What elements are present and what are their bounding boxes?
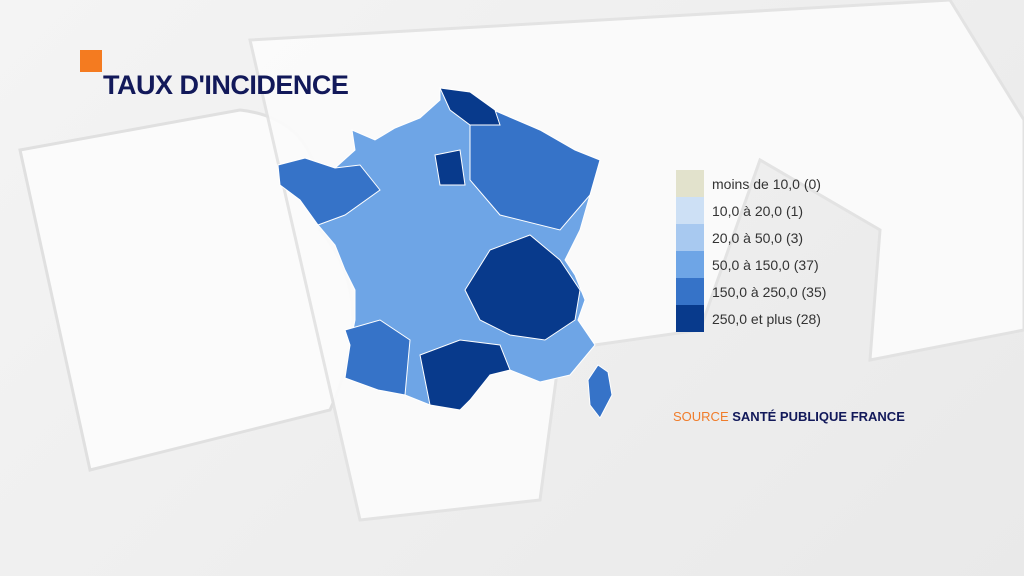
legend-item: 50,0 à 150,0 (37) [676, 251, 826, 278]
legend: moins de 10,0 (0) 10,0 à 20,0 (1) 20,0 à… [676, 170, 826, 332]
source-name: SANTÉ PUBLIQUE FRANCE [732, 409, 905, 424]
legend-label: 10,0 à 20,0 (1) [712, 202, 804, 219]
legend-item: 20,0 à 50,0 (3) [676, 224, 826, 251]
legend-item: 150,0 à 250,0 (35) [676, 278, 826, 305]
map-region-west [277, 157, 381, 226]
map-region-south [419, 339, 511, 411]
source-credit: SOURCE SANTÉ PUBLIQUE FRANCE [673, 409, 905, 424]
legend-swatch [676, 305, 704, 332]
legend-label: 20,0 à 50,0 (3) [712, 229, 804, 246]
map-region-paris [434, 149, 466, 186]
source-prefix: SOURCE [673, 409, 729, 424]
map-region-southwest [344, 319, 411, 396]
legend-label: moins de 10,0 (0) [712, 175, 821, 192]
legend-swatch [676, 278, 704, 305]
map-region-northeast [469, 99, 601, 231]
map-region-corsica [587, 364, 613, 419]
legend-swatch [676, 224, 704, 251]
legend-swatch [676, 197, 704, 224]
legend-label: 150,0 à 250,0 (35) [712, 283, 827, 300]
legend-label: 50,0 à 150,0 (37) [712, 256, 819, 273]
legend-item: moins de 10,0 (0) [676, 170, 826, 197]
legend-swatch [676, 170, 704, 197]
page-title: TAUX D'INCIDENCE [103, 70, 349, 100]
legend-swatch [676, 251, 704, 278]
legend-label: 250,0 et plus (28) [712, 310, 821, 327]
map-region-east [464, 234, 581, 341]
accent-square [80, 50, 102, 72]
map-region-north [439, 87, 501, 126]
legend-item: 250,0 et plus (28) [676, 305, 826, 332]
legend-item: 10,0 à 20,0 (1) [676, 197, 826, 224]
